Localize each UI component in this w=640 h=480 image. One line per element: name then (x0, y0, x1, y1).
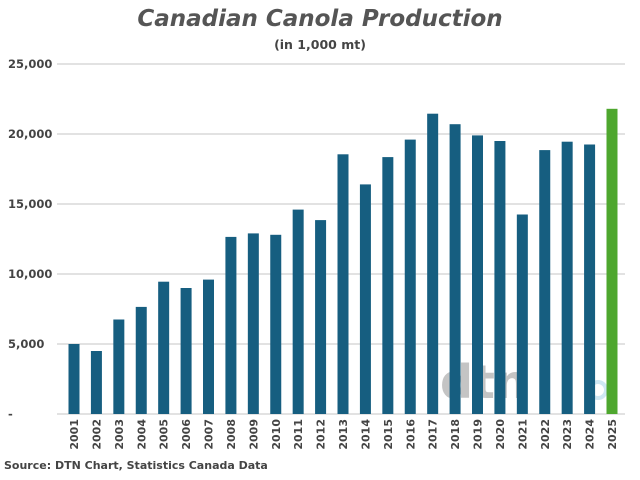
x-tick-label: 2004 (135, 419, 148, 450)
bar-2020 (494, 141, 506, 414)
y-tick-label: 15,000 (8, 197, 52, 211)
x-tick-label: 2016 (404, 419, 417, 450)
bar-2007 (203, 279, 214, 414)
bar-2009 (247, 233, 259, 414)
bar-2012 (315, 220, 327, 414)
x-tick-label: 2015 (382, 419, 395, 450)
x-tick-label: 2006 (180, 419, 193, 450)
bar-2003 (113, 319, 125, 414)
bar-2018 (449, 124, 461, 414)
y-tick-label: - (8, 407, 13, 421)
bar-2014 (359, 184, 371, 414)
bar-2021 (516, 214, 528, 414)
bar-2013 (337, 154, 349, 415)
bar-2002 (90, 351, 102, 414)
y-tick-label: 25,000 (8, 57, 52, 71)
bar-2008 (225, 236, 237, 414)
x-tick-label: 2001 (68, 419, 81, 450)
x-tick-label: 2022 (539, 419, 552, 450)
bar-2011 (292, 209, 304, 414)
bar-2022 (539, 150, 551, 414)
bar-2016 (404, 139, 416, 414)
x-tick-label: 2014 (359, 419, 372, 450)
x-tick-label: 2013 (337, 419, 350, 450)
x-tick-label: 2010 (270, 419, 283, 450)
x-tick-label: 2017 (427, 419, 440, 450)
x-tick-label: 2005 (158, 419, 171, 450)
x-tick-label: 2003 (113, 419, 126, 450)
bar-2024 (584, 144, 596, 414)
x-tick-label: 2018 (449, 419, 462, 450)
bar-2006 (180, 288, 192, 414)
chart-subtitle: (in 1,000 mt) (274, 37, 366, 52)
x-tick-label: 2012 (315, 419, 328, 450)
x-tick-label: 2024 (584, 419, 597, 450)
bar-2004 (135, 306, 147, 414)
bar-2010 (270, 234, 282, 414)
source-note: Source: DTN Chart, Statistics Canada Dat… (4, 459, 268, 472)
bar-2015 (382, 157, 394, 414)
bar-2023 (561, 141, 573, 414)
x-tick-label: 2023 (561, 419, 574, 450)
x-tick-label: 2008 (225, 419, 238, 450)
chart-title: Canadian Canola Production (137, 6, 503, 32)
x-tick-label: 2011 (292, 419, 305, 450)
bar-2025 (606, 108, 618, 415)
y-tick-label: 10,000 (8, 267, 52, 281)
x-tick-label: 2002 (90, 419, 103, 450)
x-tick-label: 2009 (247, 419, 260, 450)
x-tick-label: 2019 (472, 419, 485, 450)
bar-2019 (472, 135, 483, 414)
x-tick-label: 2007 (203, 419, 216, 450)
bar-2001 (68, 344, 80, 414)
y-tick-label: 5,000 (8, 337, 44, 351)
x-tick-label: 2020 (494, 419, 507, 450)
bar-2005 (158, 281, 170, 414)
x-tick-label: 2025 (606, 419, 619, 450)
x-tick-label: 2021 (516, 419, 529, 450)
y-tick-label: 20,000 (8, 127, 52, 141)
bar-2017 (427, 113, 439, 414)
